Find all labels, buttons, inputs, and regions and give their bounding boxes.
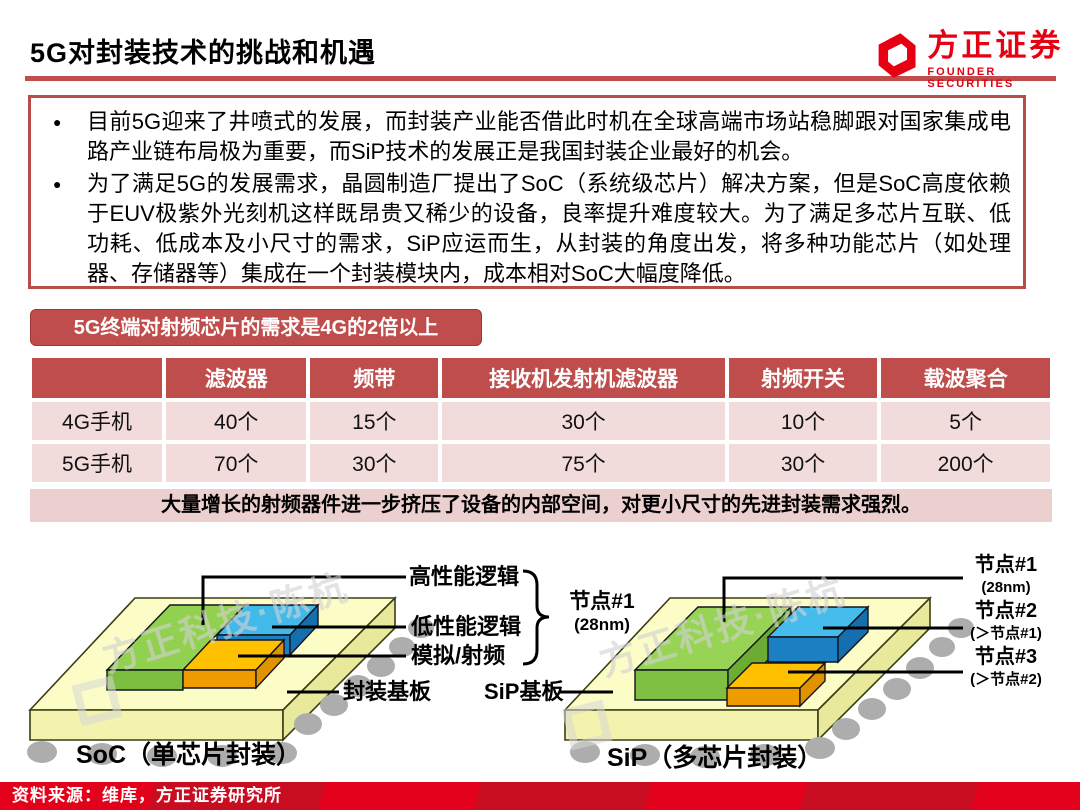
rf-demand-table: 滤波器 频带 接收机发射机滤波器 射频开关 载波聚合 4G手机 40个 15个 … [28, 354, 1054, 486]
cell: 10个 [728, 402, 878, 440]
cell: 200个 [881, 444, 1050, 482]
table-note: 大量增长的射频器件进一步挤压了设备的内部空间，对更小尺寸的先进封装需求强烈。 [30, 489, 1052, 522]
label-analog-rf: 模拟/射频 [411, 643, 506, 668]
col-header [32, 358, 163, 398]
soc-die-green [105, 604, 247, 691]
node1-name: 节点#1 [974, 554, 1038, 576]
soc-solder-balls [27, 618, 434, 767]
source-note: 资料来源：维库，方正证券研究所 [12, 786, 282, 805]
page-title: 5G对封装技术的挑战和机遇 [30, 38, 377, 68]
cell: 15个 [310, 402, 439, 440]
sip-node-labels: 节点#1 (28nm) 节点#2 (＞节点#1) 节点#3 (＞节点#2) [940, 553, 1072, 691]
col-header: 射频开关 [728, 358, 878, 398]
label-high-performance-logic: 高性能逻辑 [409, 564, 520, 589]
col-header: 频带 [310, 358, 439, 398]
sip-caption: SiP（多芯片封装） [607, 744, 823, 772]
package-diagrams [27, 569, 974, 768]
col-header: 滤波器 [166, 358, 307, 398]
summary-bullet-2: ● 为了满足5G的发展需求，晶圆制造厂提出了SoC（系统级芯片）解决方案，但是S… [45, 169, 1011, 289]
table-row: 4G手机 40个 15个 30个 10个 5个 [32, 402, 1050, 440]
label-package-substrate: 封装基板 [343, 679, 432, 704]
cell: 30个 [442, 402, 725, 440]
title-divider [25, 76, 1056, 81]
cell: 30个 [310, 444, 439, 482]
cell: 30个 [728, 444, 878, 482]
col-header: 载波聚合 [881, 358, 1050, 398]
node2-name: 节点#2 [974, 600, 1038, 622]
node1-detail: (28nm) [981, 579, 1031, 596]
cell: 5个 [881, 402, 1050, 440]
summary-box: ● 目前5G迎来了井喷式的发展，而封装产业能否借此时机在全球高端市场站稳脚跟对国… [28, 95, 1026, 289]
soc-die-orange [181, 638, 286, 690]
table-row: 5G手机 70个 30个 75个 30个 200个 [32, 444, 1050, 482]
sip-leader-lines [560, 576, 963, 694]
summary-text-1: 目前5G迎来了井喷式的发展，而封装产业能否借此时机在全球高端市场站稳脚跟对国家集… [87, 109, 1011, 164]
label-sip-substrate: SiP基板 [484, 679, 564, 704]
brand-name-cn: 方正证券 [927, 28, 1064, 63]
cell: 40个 [166, 402, 307, 440]
sip-die-orange [725, 661, 827, 708]
row-label: 4G手机 [32, 402, 163, 440]
cell: 70个 [166, 444, 307, 482]
bullet-icon: ● [53, 114, 62, 130]
founder-logo-icon [878, 33, 916, 78]
brand-name-en: FOUNDER SECURITIES [927, 66, 1015, 90]
section-banner: 5G终端对射频芯片的需求是4G的2倍以上 [30, 309, 482, 346]
soc-node-label: 节点#1 (28nm) [552, 589, 652, 636]
col-header: 接收机发射机滤波器 [442, 358, 725, 398]
brace-icon [522, 569, 550, 666]
cell: 75个 [442, 444, 725, 482]
soc-leader-lines [201, 575, 406, 694]
soc-caption: SoC（单芯片封装） [76, 741, 302, 769]
table-header-row: 滤波器 频带 接收机发射机滤波器 射频开关 载波聚合 [32, 358, 1050, 398]
footer-bar: 资料来源：维库，方正证券研究所 [0, 782, 1080, 810]
row-label: 5G手机 [32, 444, 163, 482]
label-low-performance-logic: 低性能逻辑 [411, 614, 522, 639]
node3-name: 节点#3 [974, 646, 1038, 668]
brand-logo: 方正证券 FOUNDER SECURITIES [872, 28, 1080, 90]
node-detail: (28nm) [574, 615, 630, 634]
bullet-icon: ● [53, 176, 62, 192]
summary-bullet-1: ● 目前5G迎来了井喷式的发展，而封装产业能否借此时机在全球高端市场站稳脚跟对国… [45, 107, 1011, 167]
node-name: 节点#1 [569, 590, 635, 613]
summary-text-2: 为了满足5G的发展需求，晶圆制造厂提出了SoC（系统级芯片）解决方案，但是SoC… [87, 171, 1011, 286]
node2-detail: (＞节点#1) [970, 625, 1042, 642]
node3-detail: (＞节点#2) [970, 671, 1042, 688]
